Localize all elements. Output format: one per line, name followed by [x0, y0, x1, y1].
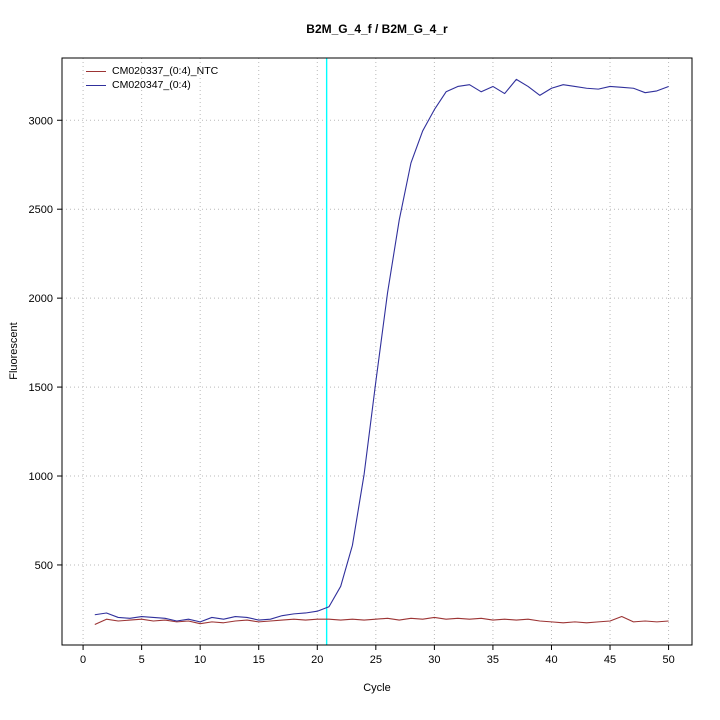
legend-item-ntc: CM020337_(0:4)_NTC [86, 64, 218, 78]
y-tick-label: 1500 [29, 382, 53, 394]
y-tick-label: 3000 [29, 115, 53, 127]
x-tick-label: 40 [545, 654, 557, 666]
x-tick-label: 25 [370, 654, 382, 666]
legend-swatch-ntc-line [86, 70, 106, 72]
x-tick-label: 30 [428, 654, 440, 666]
x-tick-label: 10 [194, 654, 206, 666]
grid-lines [62, 58, 692, 645]
x-tick-label: 35 [487, 654, 499, 666]
x-tick-label: 15 [253, 654, 265, 666]
legend-swatch-sample-line [86, 84, 106, 86]
legend: CM020337_(0:4)_NTC CM020347_(0:4) [86, 64, 218, 92]
chart-title: B2M_G_4_f / B2M_G_4_r [306, 22, 448, 36]
series-ntc-line [94, 615, 669, 626]
axis-ticks: 0 5 10 15 20 25 30 35 40 45 50 500 1000 1500 2000 2500 3… [29, 115, 675, 666]
plot-border [61, 57, 693, 646]
x-tick-label: 45 [604, 654, 616, 666]
x-tick-label: 5 [139, 654, 145, 666]
y-axis-label: Fluorescent [8, 322, 20, 380]
series-sample-line [94, 78, 669, 623]
y-tick-label: 2000 [29, 293, 53, 305]
x-axis-label: Cycle [363, 682, 391, 694]
x-tick-label: 20 [311, 654, 323, 666]
y-tick-label: 500 [35, 560, 53, 572]
y-tick-label: 2500 [29, 204, 53, 216]
y-tick-label: 1000 [29, 471, 53, 483]
x-tick-label: 50 [662, 654, 674, 666]
legend-label-ntc: CM020337_(0:4)_NTC [112, 65, 219, 77]
legend-label-sample: CM020347_(0:4) [112, 79, 191, 91]
legend-item-sample: CM020347_(0:4) [86, 78, 218, 92]
x-tick-label: 0 [80, 654, 86, 666]
